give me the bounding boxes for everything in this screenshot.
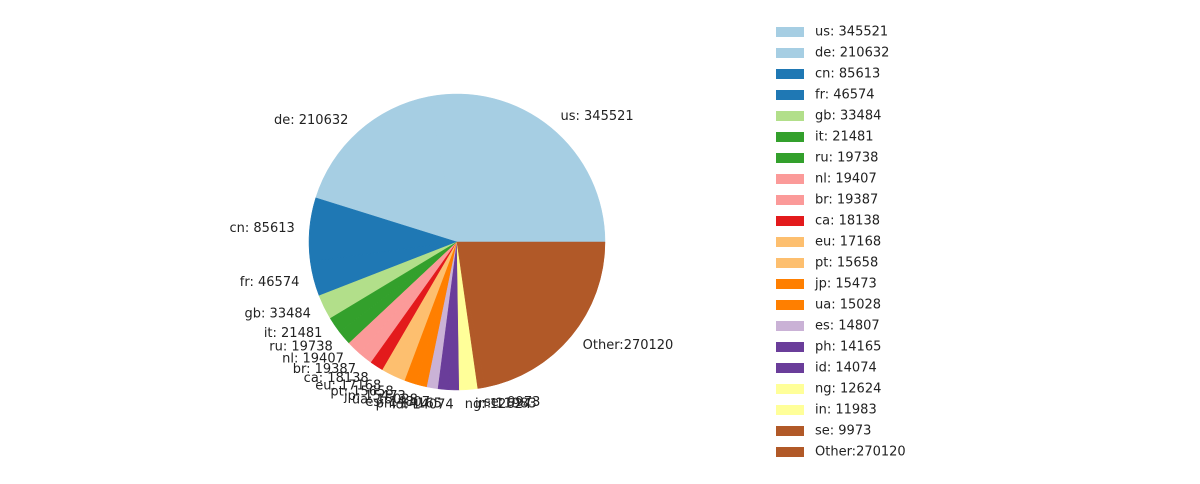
- legend-label-de: de: 210632: [815, 46, 889, 61]
- legend-swatch-eu: [776, 237, 804, 247]
- legend-item-se: se: 9973: [776, 424, 871, 439]
- legend-item-nl: nl: 19407: [776, 172, 877, 187]
- pie-slice-de: [315, 96, 458, 243]
- legend-item-us: us: 345521: [776, 25, 888, 40]
- slice-label-eu: eu: 17168: [315, 379, 381, 394]
- legend-item-pt: pt: 15658: [776, 256, 878, 271]
- legend-item-it: it: 21481: [776, 130, 874, 145]
- legend-swatch-ph: [776, 342, 804, 352]
- legend-label-us: us: 345521: [815, 25, 888, 40]
- slice-label-gb: gb: 33484: [245, 306, 311, 321]
- slice-label-fr: fr: 46574: [240, 275, 300, 290]
- legend-item-in: in: 11983: [776, 403, 877, 418]
- legend-item-es: es: 14807: [776, 319, 880, 334]
- pie-slice-us: [428, 93, 606, 243]
- slice-labels: us: 345521 de: 210632 cn: 85613 fr: 46574 gb…: [230, 109, 674, 412]
- legend-swatch-de: [776, 48, 804, 58]
- legend-label-other: Other:270120: [815, 445, 906, 460]
- slice-label-br: br: 19387: [293, 362, 356, 377]
- legend-item-cn: cn: 85613: [776, 67, 880, 82]
- legend-item-other: Other:270120: [776, 445, 906, 460]
- legend-item-br: br: 19387: [776, 193, 878, 208]
- legend-swatch-nl: [776, 174, 804, 184]
- pie-slices: [308, 93, 606, 391]
- legend: us: 345521 de: 210632 cn: 85613 fr: 46574 gb…: [776, 25, 906, 460]
- legend-item-gb: gb: 33484: [776, 109, 881, 124]
- legend-label-fr: fr: 46574: [815, 88, 875, 103]
- legend-swatch-it: [776, 132, 804, 142]
- slice-label-ru: ru: 19738: [269, 340, 332, 355]
- slice-label-ng: ng: 12624: [465, 397, 531, 412]
- legend-label-eu: eu: 17168: [815, 235, 881, 250]
- slice-label-in: in: 11983: [475, 396, 537, 411]
- legend-item-fr: fr: 46574: [776, 88, 875, 103]
- legend-label-ng: ng: 12624: [815, 382, 881, 397]
- legend-label-ua: ua: 15028: [815, 298, 881, 313]
- legend-swatch-ca: [776, 216, 804, 226]
- legend-swatch-jp: [776, 279, 804, 289]
- legend-swatch-ng: [776, 384, 804, 394]
- legend-label-id: id: 14074: [815, 361, 877, 376]
- slice-label-nl: nl: 19407: [282, 352, 344, 367]
- legend-swatch-id: [776, 363, 804, 373]
- legend-swatch-in: [776, 405, 804, 415]
- legend-label-ca: ca: 18138: [815, 214, 880, 229]
- legend-label-se: se: 9973: [815, 424, 871, 439]
- legend-label-pt: pt: 15658: [815, 256, 878, 271]
- legend-swatch-cn: [776, 69, 804, 79]
- legend-swatch-br: [776, 195, 804, 205]
- legend-item-id: id: 14074: [776, 361, 877, 376]
- legend-label-cn: cn: 85613: [815, 67, 880, 82]
- legend-swatch-es: [776, 321, 804, 331]
- legend-label-in: in: 11983: [815, 403, 877, 418]
- legend-swatch-fr: [776, 90, 804, 100]
- legend-item-eu: eu: 17168: [776, 235, 881, 250]
- slice-label-it: it: 21481: [264, 326, 323, 341]
- legend-label-nl: nl: 19407: [815, 172, 877, 187]
- legend-item-ph: ph: 14165: [776, 340, 881, 355]
- legend-item-de: de: 210632: [776, 46, 889, 61]
- slice-label-es: es: 14807: [365, 395, 430, 410]
- legend-item-ru: ru: 19738: [776, 151, 878, 166]
- legend-item-jp: jp: 15473: [776, 277, 877, 292]
- slice-label-id: id: 14074: [392, 397, 454, 412]
- legend-item-ua: ua: 15028: [776, 298, 881, 313]
- legend-item-ca: ca: 18138: [776, 214, 880, 229]
- slice-label-cn: cn: 85613: [230, 221, 295, 236]
- pie-slice-other: [456, 241, 606, 388]
- legend-swatch-ru: [776, 153, 804, 163]
- legend-swatch-pt: [776, 258, 804, 268]
- legend-label-es: es: 14807: [815, 319, 880, 334]
- legend-swatch-gb: [776, 111, 804, 121]
- slice-label-jp: jp: 15473: [343, 389, 406, 404]
- legend-label-gb: gb: 33484: [815, 109, 881, 124]
- slice-label-se: se: 9973: [484, 395, 540, 410]
- legend-swatch-ua: [776, 300, 804, 310]
- legend-swatch-us: [776, 27, 804, 37]
- legend-item-ng: ng: 12624: [776, 382, 881, 397]
- legend-label-it: it: 21481: [815, 130, 874, 145]
- slice-label-ua: ua: 15028: [352, 393, 418, 408]
- legend-label-br: br: 19387: [815, 193, 878, 208]
- slice-label-us: us: 345521: [561, 109, 634, 124]
- legend-swatch-se: [776, 426, 804, 436]
- legend-swatch-other: [776, 447, 804, 457]
- slice-label-de: de: 210632: [274, 113, 348, 128]
- legend-label-ru: ru: 19738: [815, 151, 878, 166]
- slice-label-ca: ca: 18138: [304, 371, 369, 386]
- legend-label-ph: ph: 14165: [815, 340, 881, 355]
- slice-label-other: Other:270120: [583, 338, 674, 353]
- slice-label-ph: ph: 14165: [376, 397, 442, 412]
- legend-label-jp: jp: 15473: [814, 277, 877, 292]
- slice-label-pt: pt: 15658: [330, 384, 393, 399]
